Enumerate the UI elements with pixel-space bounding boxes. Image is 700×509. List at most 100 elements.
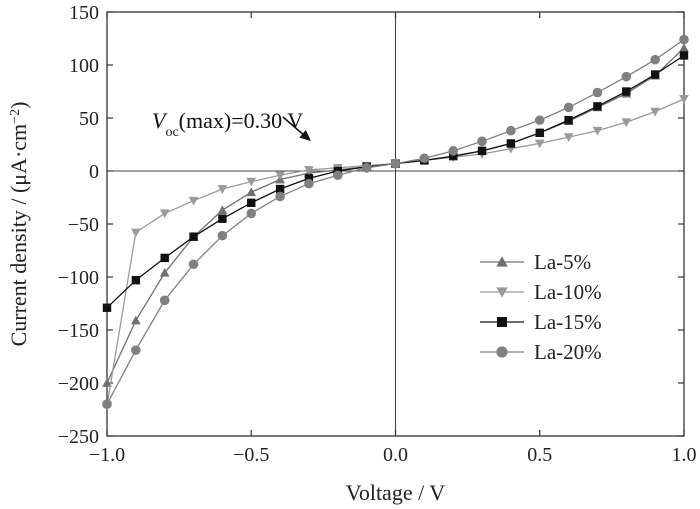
x-tick-label: 0.5 [527,444,552,466]
voc-annotation-text: Voc(max)=0.30 V [152,108,303,140]
legend-marker [496,346,508,358]
data-point [622,87,631,96]
data-point [534,115,545,125]
data-point [650,107,660,117]
data-point [679,51,689,60]
legend-marker [496,287,508,298]
y-tick-label: −100 [58,267,99,289]
data-point [534,139,545,149]
data-point [131,345,141,355]
data-point [246,208,257,219]
data-point [304,174,314,183]
data-point [275,171,285,181]
legend: La-5% La-10% La-15% La-20% [480,250,602,364]
data-point [333,170,343,181]
data-point [159,295,170,306]
data-point [159,209,170,219]
legend-marker [496,256,508,267]
series-group [102,34,689,411]
data-point [102,303,112,312]
data-point [275,184,285,194]
data-point [218,214,227,223]
legend-item: La-5% [480,250,591,274]
data-point [650,54,660,65]
data-point [102,399,112,410]
data-point [506,125,516,136]
legend-label: La-5% [534,250,591,274]
voc-annotation: Voc(max)=0.30 V [152,108,311,141]
voc-arrowhead [299,130,311,141]
x-tick-label: −0.5 [233,444,269,466]
y-tick-label: 50 [79,108,99,130]
data-point [419,153,430,164]
data-point [246,177,257,187]
data-point [593,102,602,111]
tick-labels: −1.0 −0.5 0.0 0.5 1.0 −250 −200 −150 −100 −50 0 50 1… [58,2,697,466]
voc-value: (max)=0.30 V [179,108,304,133]
data-point [679,34,689,45]
legend-label: La-20% [534,340,602,364]
data-point [390,158,401,169]
data-point [160,253,169,263]
x-tick-label: −1.0 [89,444,125,466]
data-point [679,95,689,104]
data-point [304,166,314,175]
y-tick-label: −200 [58,373,99,395]
y-axis-title-close: ) [6,102,31,109]
data-point [506,139,516,148]
data-point [621,71,632,82]
data-point [102,378,112,387]
data-point [131,228,141,238]
data-point [275,191,285,202]
x-tick-label: 1.0 [672,444,697,466]
y-tick-label: −50 [68,214,99,236]
voc-subscript: oc [165,125,178,140]
data-point [650,70,660,79]
y-tick-label: 100 [69,55,99,77]
data-point [361,163,372,173]
data-point [477,136,487,147]
legend-item: La-15% [480,310,602,334]
data-point [188,196,199,206]
data-point [217,185,228,194]
data-point [564,115,573,125]
y-tick-label: 150 [69,2,99,24]
y-axis-title-main: Current density / (μA·cm [6,124,31,347]
legend-label: La-10% [534,280,602,304]
data-point [592,87,603,98]
data-point [246,187,257,197]
voc-arrow [282,116,306,137]
y-axis-title: Current density / (μA·cm−2) [6,102,31,347]
data-point [188,259,199,270]
data-point [131,275,141,285]
legend-marker [497,317,507,327]
x-tick-label: 0.0 [383,444,408,466]
y-axis-title-exponent: −2 [8,109,23,124]
data-point [217,205,228,215]
series-La-20% [102,34,689,410]
data-point [563,133,574,142]
data-point [449,151,458,161]
axes [106,11,685,437]
data-point [448,146,459,156]
data-point [535,128,544,138]
legend-label: La-15% [534,310,602,334]
x-axis-title: Voltage / V [346,480,446,505]
data-point [563,102,574,113]
legend-item: La-20% [480,340,602,364]
data-point [189,232,198,241]
data-point [159,267,170,277]
y-tick-label: 0 [89,161,99,183]
data-point [304,178,314,189]
voc-symbol: V [152,108,168,133]
data-point [477,146,487,156]
data-point [131,315,141,325]
data-point [621,118,632,128]
data-point [217,230,228,241]
y-tick-label: −250 [58,426,99,448]
legend-item: La-10% [480,280,602,304]
data-point [679,43,689,52]
data-point [592,126,603,136]
y-tick-label: −150 [58,320,99,342]
